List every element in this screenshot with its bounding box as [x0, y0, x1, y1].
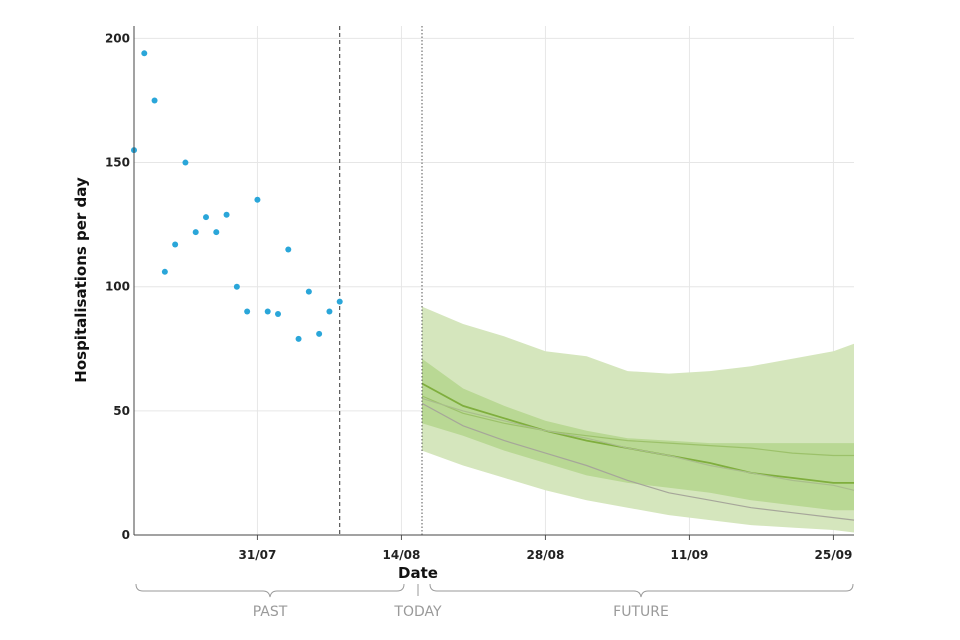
forecast-lines	[421, 382, 855, 521]
observed-point	[336, 298, 343, 305]
today-label: TODAY	[393, 604, 442, 620]
x-tick-label: 11/09	[671, 548, 709, 562]
observed-point	[223, 211, 230, 218]
observed-point	[295, 335, 302, 342]
axes	[133, 26, 854, 536]
date-markers	[339, 26, 423, 535]
observed-point	[326, 308, 333, 315]
observed-point	[161, 268, 168, 275]
observed-point	[264, 308, 271, 315]
y-tick-label: 0	[122, 528, 130, 542]
y-tick-label: 150	[105, 156, 130, 170]
future-label: FUTURE	[613, 604, 669, 620]
observed-point	[213, 229, 220, 236]
y-axis-title: Hospitalisations per day	[72, 177, 90, 383]
observed-point	[192, 229, 199, 236]
period-brackets: PAST TODAY FUTURE	[135, 583, 854, 620]
observed-point	[172, 241, 179, 248]
future-bracket	[429, 583, 854, 598]
y-tick-label: 200	[105, 31, 130, 45]
x-tick-label: 25/09	[815, 548, 853, 562]
observed-point	[305, 288, 312, 295]
observed-point	[182, 159, 189, 166]
observed-point	[141, 50, 148, 57]
observed-point	[285, 246, 292, 253]
observed-point	[244, 308, 251, 315]
forecast-line-3	[421, 397, 855, 491]
observed-point	[254, 196, 261, 203]
observed-point	[151, 97, 158, 104]
y-tick-label: 50	[113, 404, 130, 418]
past-bracket	[135, 583, 405, 598]
observed-point	[233, 283, 240, 290]
observed-points	[131, 50, 343, 342]
observed-point	[275, 311, 281, 318]
past-label: PAST	[253, 604, 288, 620]
tick-labels: 0 50 100 150 200 31/07 14/08 28/08 11/09 25/09	[105, 31, 852, 562]
x-tick-label: 14/08	[383, 548, 421, 562]
observed-point	[316, 330, 323, 337]
observed-point	[203, 214, 209, 221]
forecast-line-2	[421, 395, 854, 457]
x-axis-title: Date	[398, 564, 438, 582]
y-tick-label: 100	[105, 280, 130, 294]
x-tick-label: 31/07	[239, 548, 277, 562]
x-tick-label: 28/08	[527, 548, 565, 562]
forecast-line-4	[421, 402, 855, 521]
